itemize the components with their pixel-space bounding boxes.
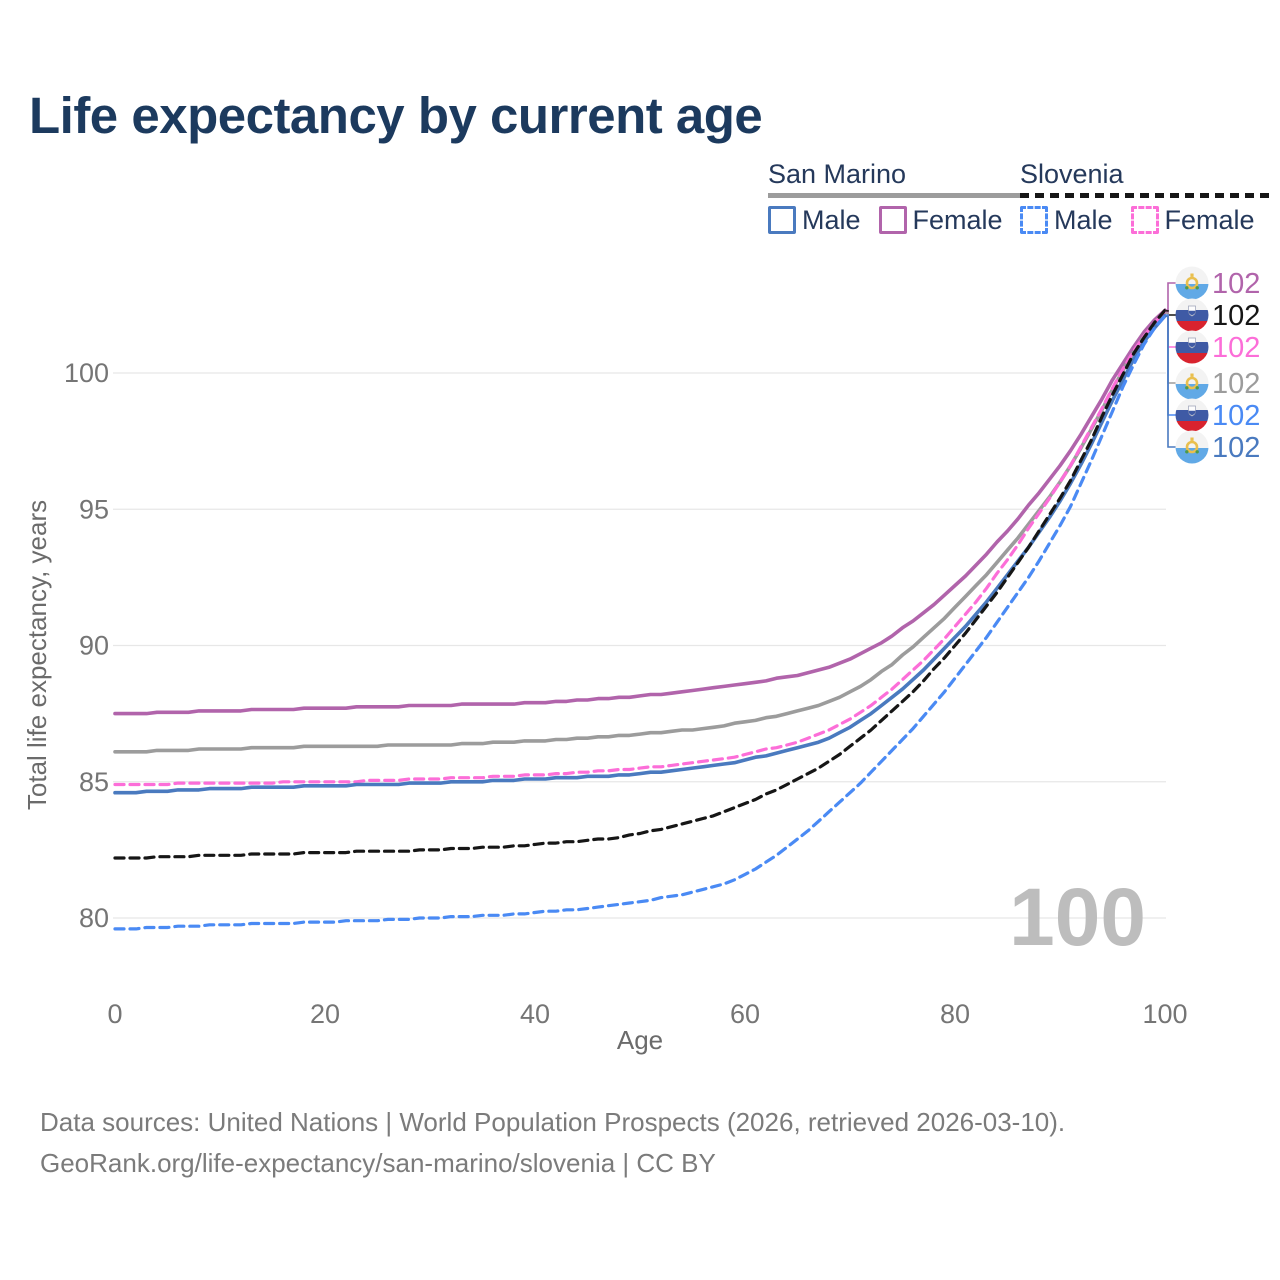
footer-data-sources: Data sources: United Nations | World Pop… [40, 1107, 1066, 1137]
legend-line-sample-dashed [1020, 192, 1273, 198]
flag-icon-slovenia [1175, 398, 1209, 432]
flag-red-band [1175, 421, 1209, 432]
x-tick-40: 40 [520, 999, 550, 1029]
end-label-value-san-marino-female[interactable]: 102 [1212, 268, 1260, 300]
legend-group-label-slovenia[interactable]: Slovenia [1020, 159, 1124, 189]
age-counter-watermark: 100 [1009, 872, 1146, 963]
y-tick-95: 95 [79, 494, 109, 524]
flag-white-band [1175, 398, 1209, 410]
legend-group-slovenia: Slovenia Male Female [1020, 159, 1273, 236]
life-expectancy-chart: 100 100 95 90 85 80 0 20 40 60 80 100 Age Total l… [22, 266, 1260, 1055]
flag-emblem-wreath [1185, 376, 1199, 390]
end-label-value-slovenia-male[interactable]: 102 [1212, 400, 1260, 432]
line-san-marino-all[interactable] [113, 311, 1167, 754]
legend-swatch-san-marino-male[interactable] [768, 206, 796, 235]
series-lines [113, 308, 1167, 931]
end-label-connector-san-marino-all [1165, 312, 1176, 384]
flag-blue-band [1175, 384, 1209, 400]
legend-swatch-slovenia-male[interactable] [1020, 206, 1048, 235]
end-label-value-san-marino-all[interactable]: 102 [1212, 368, 1260, 400]
flag-emblem-crown [1190, 437, 1194, 441]
end-label-connector-slovenia-male [1165, 314, 1176, 416]
y-tick-90: 90 [79, 631, 109, 661]
flag-emblem-leaf-right [1195, 450, 1199, 454]
flag-emblem-leaf-right [1195, 286, 1199, 290]
flag-icon-san-marino [1175, 266, 1209, 300]
flag-coat-of-arms-mountain [1188, 310, 1196, 316]
footer-attribution: GeoRank.org/life-expectancy/san-marino/s… [40, 1148, 716, 1178]
flag-emblem-leaf-right [1195, 386, 1199, 390]
legend-label-slovenia-male[interactable]: Male [1054, 204, 1113, 235]
x-tick-0: 0 [107, 999, 122, 1029]
flag-icon-san-marino [1175, 366, 1209, 400]
flag-blue-band [1175, 448, 1209, 464]
x-tick-80: 80 [940, 999, 970, 1029]
end-label-value-slovenia-all[interactable]: 102 [1212, 300, 1260, 332]
page-title: Life expectancy by current age [29, 87, 763, 144]
legend-label-san-marino-female[interactable]: Female [912, 204, 1003, 235]
flag-emblem-leaf-left [1185, 386, 1189, 390]
x-tick-60: 60 [730, 999, 760, 1029]
flag-red-band [1175, 353, 1209, 364]
x-tick-20: 20 [310, 999, 340, 1029]
flag-icon-san-marino [1175, 430, 1209, 464]
y-tick-85: 85 [79, 767, 109, 797]
line-slovenia-male[interactable] [113, 314, 1167, 931]
x-axis-tick-labels: 0 20 40 60 80 100 [107, 999, 1187, 1029]
flag-emblem-wreath [1185, 440, 1199, 454]
flag-emblem-leaf-left [1185, 450, 1189, 454]
flag-coat-of-arms-mountain [1188, 410, 1196, 416]
legend-label-slovenia-female[interactable]: Female [1164, 204, 1255, 235]
end-label-value-san-marino-male[interactable]: 102 [1212, 432, 1260, 464]
flag-blue-band [1175, 284, 1209, 300]
flag-icon-slovenia [1175, 330, 1209, 364]
flag-emblem-crown [1190, 373, 1194, 377]
line-slovenia-all[interactable] [113, 308, 1167, 860]
end-label-connector-slovenia-female [1165, 311, 1176, 348]
flag-emblem-wreath [1185, 276, 1199, 290]
flag-coat-of-arms-mountain [1188, 342, 1196, 348]
end-label-connector-san-marino-female [1165, 282, 1176, 312]
legend-group-label-san-marino[interactable]: San Marino [768, 159, 907, 189]
y-axis-tick-labels: 100 95 90 85 80 [64, 358, 109, 933]
x-axis-title: Age [617, 1025, 663, 1055]
legend-swatch-slovenia-female[interactable] [1130, 206, 1159, 235]
legend-group-san-marino: San Marino Male Female [768, 159, 1021, 236]
y-axis-title: Total life expectancy, years [22, 500, 52, 810]
gridlines [113, 372, 1166, 919]
line-san-marino-female[interactable] [113, 308, 1167, 716]
line-san-marino-male[interactable] [113, 314, 1167, 795]
end-label-value-slovenia-female[interactable]: 102 [1212, 332, 1260, 364]
x-tick-100: 100 [1142, 999, 1187, 1029]
end-label-connector-san-marino-male [1165, 315, 1176, 448]
flag-red-band [1175, 321, 1209, 332]
flag-icon-slovenia [1175, 298, 1209, 332]
footer: Data sources: United Nations | World Pop… [40, 1102, 1065, 1184]
legend-label-san-marino-male[interactable]: Male [802, 204, 861, 235]
y-tick-80: 80 [79, 903, 109, 933]
flag-white-band [1175, 298, 1209, 310]
y-tick-100: 100 [64, 358, 109, 388]
flag-emblem-crown [1190, 273, 1194, 277]
flag-emblem-leaf-left [1185, 286, 1189, 290]
line-slovenia-female[interactable] [113, 311, 1167, 787]
legend-swatch-san-marino-female[interactable] [878, 206, 907, 235]
legend-line-sample-solid [768, 192, 1021, 198]
flag-white-band [1175, 330, 1209, 342]
